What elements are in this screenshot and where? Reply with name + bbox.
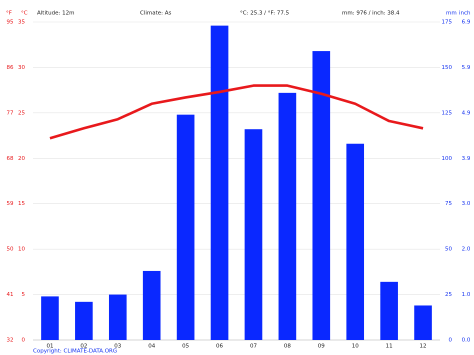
y-tick-label-c: 25 bbox=[18, 110, 25, 116]
y-tick-label-f: 59 bbox=[7, 201, 14, 207]
x-tick-label: 04 bbox=[148, 344, 155, 350]
x-tick-label: 06 bbox=[216, 344, 223, 350]
y-tick-label-f: 50 bbox=[7, 247, 14, 253]
x-tick-label: 11 bbox=[386, 344, 393, 350]
bar bbox=[210, 25, 229, 341]
bar bbox=[108, 294, 127, 340]
y2-tick-label-inch: 3.9 bbox=[462, 156, 471, 162]
y-tick-label-f: 32 bbox=[7, 338, 14, 344]
header-temp: °C: 25.3 / °F: 77.5 bbox=[240, 11, 290, 17]
bar bbox=[380, 281, 398, 340]
y-tick-label-f: 77 bbox=[7, 110, 14, 116]
bar bbox=[414, 305, 432, 340]
copyright: Copyright: CLIMATE-DATA.ORG bbox=[33, 349, 117, 355]
y-unit-f: °F bbox=[6, 11, 12, 17]
y2-tick-label-inch: 2.0 bbox=[462, 247, 471, 253]
y-tick-label-c: 35 bbox=[18, 20, 25, 26]
y-tick-label-c: 10 bbox=[18, 247, 25, 253]
y-tick-label-c: 15 bbox=[18, 201, 25, 207]
y2-tick-label-inch: 6.9 bbox=[462, 20, 471, 26]
x-tick-label: 09 bbox=[318, 344, 325, 350]
y-tick-label-c: 20 bbox=[18, 156, 25, 162]
y2-tick-label-mm: 125 bbox=[442, 110, 453, 116]
x-tick-label: 05 bbox=[182, 344, 189, 350]
y-tick-label-f: 68 bbox=[7, 156, 14, 162]
x-tick-label: 10 bbox=[352, 344, 359, 350]
bar bbox=[244, 129, 263, 340]
temperature-line bbox=[49, 84, 424, 140]
header-altitude: Altitude: 12m bbox=[37, 11, 74, 17]
y2-tick-label-mm: 75 bbox=[445, 201, 452, 207]
x-tick-label: 07 bbox=[250, 344, 257, 350]
header-climate: Climate: As bbox=[140, 11, 172, 17]
x-tick-label: 01 bbox=[46, 344, 53, 350]
y2-tick-label-mm: 100 bbox=[442, 156, 453, 162]
bar bbox=[346, 143, 365, 340]
y-tick-label-c: 5 bbox=[22, 292, 26, 298]
bar bbox=[312, 51, 331, 341]
y2-unit-inch: inch bbox=[459, 11, 471, 17]
y2-tick-label-mm: 50 bbox=[445, 247, 452, 253]
y2-tick-label-inch: 1.0 bbox=[462, 292, 471, 298]
y2-tick-label-mm: 175 bbox=[442, 20, 453, 26]
y-tick-label-c: 30 bbox=[18, 65, 25, 71]
y2-tick-label-mm: 0 bbox=[449, 338, 453, 344]
y2-tick-label-inch: 3.0 bbox=[462, 201, 471, 207]
header-precip: mm: 976 / inch: 38.4 bbox=[342, 11, 400, 17]
bar bbox=[176, 114, 195, 340]
y2-tick-label-mm: 150 bbox=[442, 65, 453, 71]
y2-tick-label-inch: 5.9 bbox=[462, 65, 471, 71]
x-tick-label: 03 bbox=[114, 344, 121, 350]
y-tick-label-c: 0 bbox=[22, 338, 26, 344]
x-tick-label: 02 bbox=[80, 344, 87, 350]
y-tick-label-f: 86 bbox=[7, 65, 14, 71]
y2-unit-mm: mm bbox=[446, 11, 457, 17]
y-tick-label-f: 41 bbox=[7, 292, 14, 298]
x-tick-label: 12 bbox=[420, 344, 427, 350]
y-tick-label-f: 95 bbox=[7, 20, 14, 26]
y-unit-c: °C bbox=[21, 11, 28, 17]
y2-tick-label-inch: 4.9 bbox=[462, 110, 471, 116]
bar bbox=[142, 270, 161, 340]
bar bbox=[278, 92, 297, 341]
bar bbox=[41, 296, 59, 340]
bar bbox=[75, 301, 93, 340]
y2-tick-label-mm: 25 bbox=[445, 292, 452, 298]
y2-tick-label-inch: 0.0 bbox=[462, 338, 471, 344]
x-tick-label: 08 bbox=[284, 344, 291, 350]
